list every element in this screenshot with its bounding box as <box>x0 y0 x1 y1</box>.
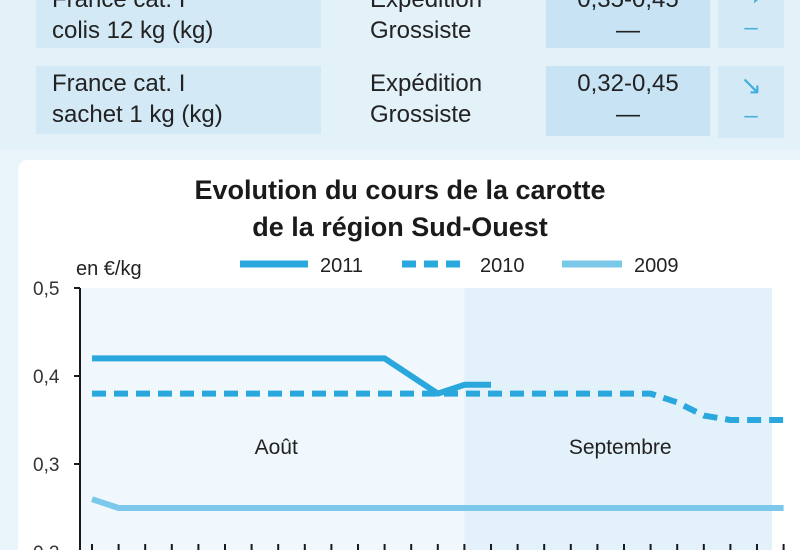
price-range: 0,32-0,45 <box>577 70 679 97</box>
trend-dash: – <box>744 14 758 41</box>
y-tick-label: 0,4 <box>33 367 60 388</box>
origin-line2: colis 12 kg (kg) <box>52 17 214 44</box>
stage-line1: Expédition <box>370 70 483 97</box>
trend-dash: – <box>744 102 758 129</box>
y-tick-label: 0,5 <box>33 279 59 300</box>
price-dash: — <box>616 17 640 44</box>
legend-label: 2009 <box>634 255 679 277</box>
price-range: 0,35-0,45 <box>546 0 710 15</box>
arrow-down-right-icon: ↘ <box>740 70 762 100</box>
stage-line1: Expédition <box>370 0 537 15</box>
legend-label: 2011 <box>320 255 363 277</box>
chart-title-line2: de la région Sud-Ouest <box>252 212 548 242</box>
series-line-2009 <box>91 496 784 511</box>
chart-title-line1: Evolution du cours de la carotte <box>194 175 606 205</box>
stage-line2: Grossiste <box>370 17 472 44</box>
arrow-right-icon: ➙ <box>718 0 784 12</box>
period-label: Août <box>255 436 298 459</box>
price-table: France cat. I colis 12 kg (kg) Expéditio… <box>0 0 800 150</box>
period-label: Septembre <box>569 436 672 459</box>
origin-line1: France cat. I <box>52 70 186 97</box>
origin-line2: sachet 1 kg (kg) <box>52 101 223 128</box>
y-tick-label: 0,3 <box>33 455 59 476</box>
series-line-2010 <box>92 390 784 423</box>
stage-line2: Grossiste <box>370 101 472 128</box>
legend-label: 2010 <box>480 255 525 277</box>
y-tick-label: 0,2 <box>33 543 59 550</box>
origin-line1: France cat. I <box>52 0 321 15</box>
y-axis-label: en €/kg <box>76 258 142 280</box>
series-line-2011 <box>92 355 491 397</box>
price-dash: — <box>616 101 640 128</box>
